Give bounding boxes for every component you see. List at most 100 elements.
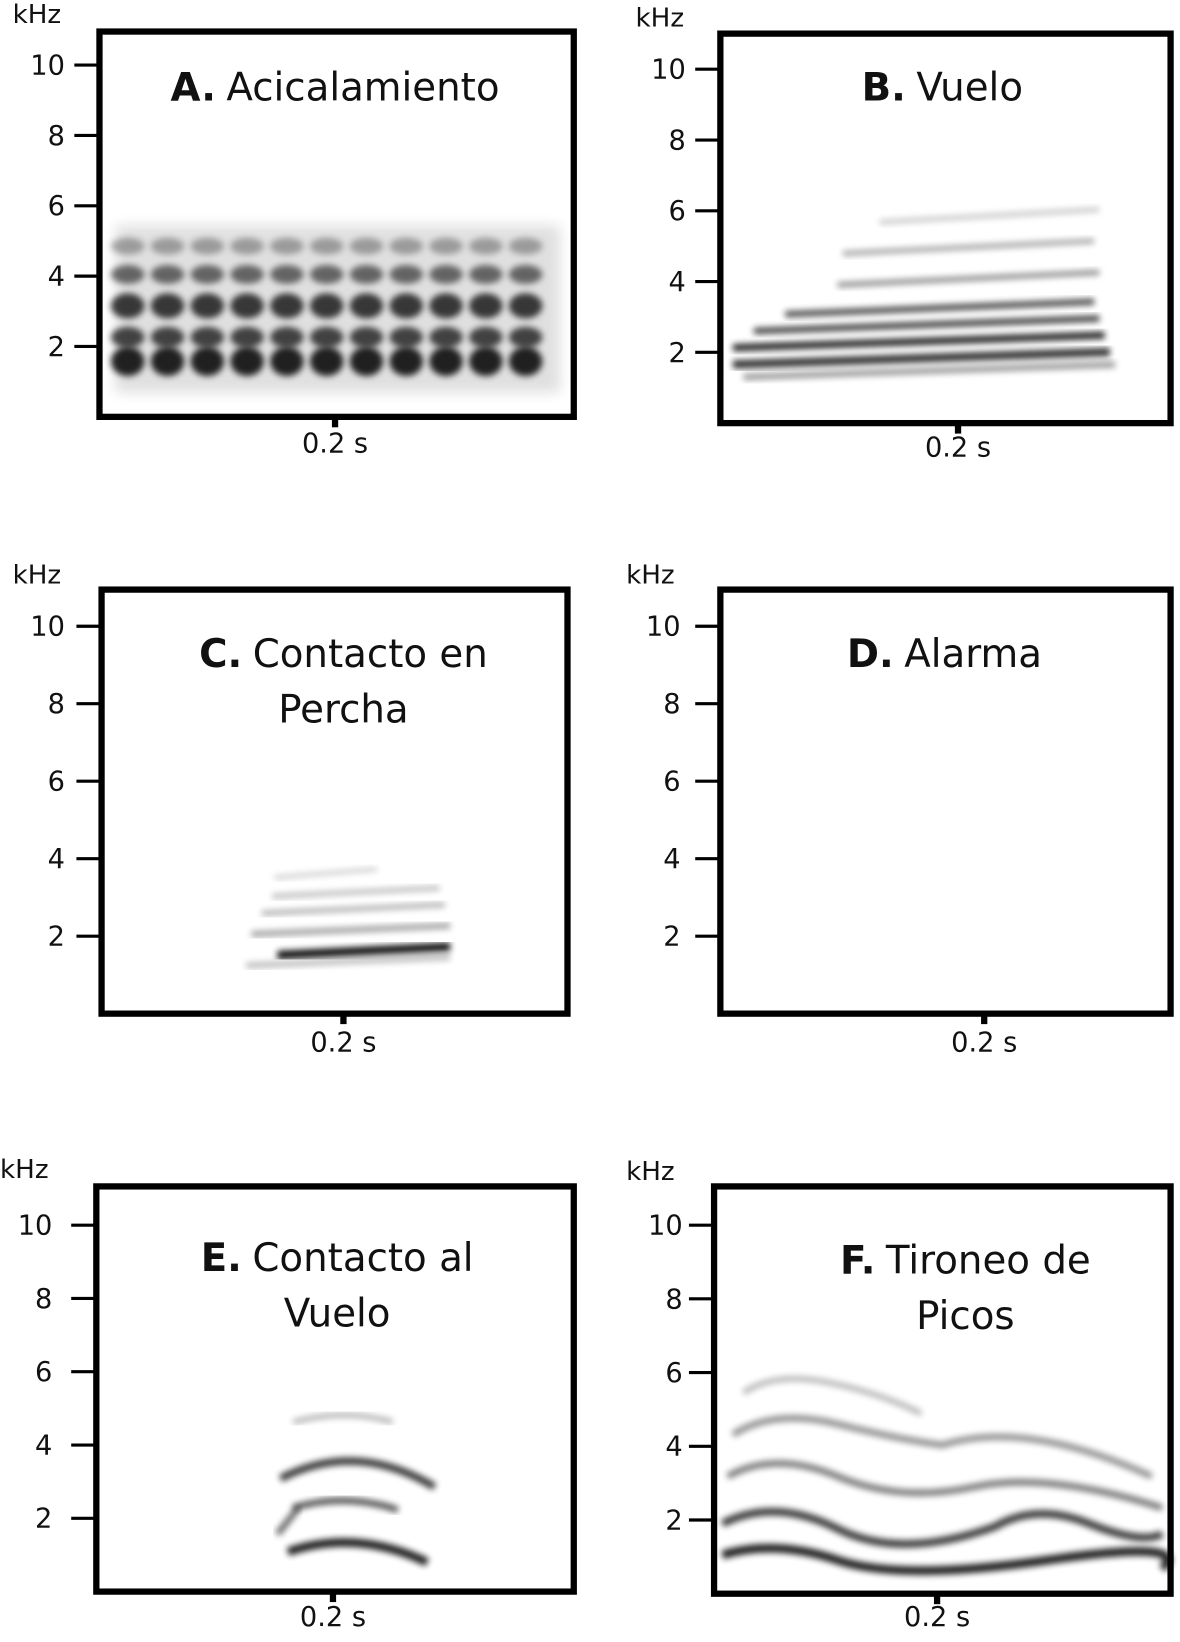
spectrogram-texture <box>743 361 1116 381</box>
spectrogram-panel: kHz 10 8 6 4 2 C. Contacto en Percha 0.2 s <box>13 560 571 1058</box>
y-tick-label: 6 <box>663 767 680 798</box>
spectrogram-panel: kHz 10 8 6 4 2 B. Vuelo 0.2 s <box>636 3 1174 464</box>
y-tick-label: 4 <box>665 1432 682 1463</box>
spectrogram-panel: kHz 10 8 6 4 2 A. Acicalamiento 0.2 s <box>13 0 577 459</box>
spectrogram-texture <box>272 885 440 900</box>
time-scale-label: 0.2 s <box>951 1027 1017 1058</box>
y-tick-label: 2 <box>668 338 685 369</box>
spectrogram-texture <box>274 867 378 880</box>
y-tick-label: 6 <box>48 767 65 798</box>
time-scale-label: 0.2 s <box>310 1027 376 1058</box>
y-tick-label: 6 <box>35 1357 52 1388</box>
scale-tick <box>954 425 962 434</box>
time-scale-label: 0.2 s <box>302 428 368 459</box>
spectrogram-texture <box>245 953 451 969</box>
y-tick-label: 4 <box>663 844 680 875</box>
panel-title: F. Tironeo de Picos <box>840 1238 1091 1338</box>
panel-title-line: Contacto al <box>252 1236 473 1281</box>
spectrogram-texture <box>732 331 1105 352</box>
y-tick-label: 6 <box>665 1358 682 1389</box>
panel-letter: E. <box>201 1236 242 1281</box>
time-scale-label: 0.2 s <box>925 433 991 464</box>
time-scale-label: 0.2 s <box>904 1602 970 1633</box>
y-tick-label: 10 <box>30 50 65 81</box>
panel-frame <box>98 586 571 1017</box>
y-tick-label: 2 <box>663 922 680 953</box>
spectrogram-texture <box>741 1376 923 1416</box>
y-tick-label: 10 <box>648 1211 683 1242</box>
spectrogram-texture <box>278 1457 437 1491</box>
spectrogram-texture <box>721 1544 1172 1575</box>
spectrogram-panel: kHz 10 8 6 4 2 D. Alarma 0.2 s <box>626 560 1174 1058</box>
scale-tick <box>933 1595 941 1605</box>
scale-tick <box>981 1015 988 1025</box>
spectrogram-texture <box>115 225 561 393</box>
panel-frame <box>93 1183 577 1595</box>
panel-title-line: Contacto en <box>253 632 488 677</box>
spectrogram-texture <box>726 1460 1164 1511</box>
y-tick-label: 10 <box>30 612 65 643</box>
y-tick-label: 8 <box>663 689 680 720</box>
panel-title-line: Vuelo <box>916 66 1023 111</box>
panel-letter: A. <box>171 66 216 111</box>
spectrogram-texture <box>732 347 1110 369</box>
y-tick-label: 8 <box>665 1284 682 1315</box>
spectrogram-panel: kHz 10 8 6 4 2 E. Contacto al Vuelo 0.2 s <box>0 1155 577 1633</box>
scale-tick <box>331 418 339 428</box>
panel-title: A. Acicalamiento <box>171 66 500 111</box>
y-tick-label: 10 <box>18 1211 53 1242</box>
spectrogram-texture <box>785 298 1095 318</box>
time-scale-label: 0.2 s <box>300 1602 366 1633</box>
spectrogram-texture <box>286 1538 429 1567</box>
panel-title-line: Tironeo de <box>885 1238 1091 1283</box>
panel-frame <box>96 28 577 420</box>
y-tick-label: 4 <box>35 1430 52 1461</box>
y-tick-label: 6 <box>48 191 65 222</box>
spectrogram-texture <box>842 238 1095 257</box>
panel-letter: F. <box>840 1238 875 1283</box>
panel-title: E. Contacto al Vuelo <box>201 1236 474 1336</box>
spectrogram-texture <box>731 1415 1154 1480</box>
panel-frame <box>717 586 1174 1017</box>
y-tick-label: 8 <box>668 125 685 156</box>
y-tick-label: 8 <box>35 1284 52 1315</box>
y-tick-label: 8 <box>48 121 65 152</box>
spectrogram-texture <box>879 206 1100 225</box>
spectrogram-texture <box>261 902 446 916</box>
y-tick-label: 10 <box>646 612 681 643</box>
spectrogram-panel: kHz 10 8 6 4 2 F. Tironeo de Picos 0.2 s <box>626 1157 1174 1633</box>
y-axis-unit: kHz <box>626 1157 675 1187</box>
panel-title-line: Acicalamiento <box>226 66 499 111</box>
panel-title: B. Vuelo <box>862 66 1023 111</box>
spectrogram-texture <box>720 1508 1164 1548</box>
spectrogram-texture <box>277 942 451 960</box>
y-tick-label: 4 <box>48 262 65 293</box>
panel-title-line: Picos <box>916 1294 1014 1339</box>
panel-title-line: Vuelo <box>284 1292 391 1337</box>
y-tick-label: 2 <box>665 1505 682 1536</box>
spectrogram-texture <box>275 1505 301 1536</box>
panel-frame <box>710 1183 1174 1597</box>
panel-title-line: Percha <box>278 688 408 733</box>
spectrogram-texture <box>292 1412 394 1425</box>
panel-frame <box>717 30 1174 427</box>
y-tick-label: 2 <box>48 332 65 363</box>
y-tick-label: 4 <box>668 267 685 298</box>
panel-letter: B. <box>862 66 906 111</box>
spectrogram-texture <box>292 1497 399 1513</box>
y-axis-unit: kHz <box>636 3 685 33</box>
y-tick-label: 2 <box>35 1504 52 1535</box>
y-tick-label: 4 <box>48 844 65 875</box>
scale-tick <box>329 1593 337 1603</box>
y-tick-label: 8 <box>48 689 65 720</box>
spectrogram-texture <box>753 315 1100 335</box>
y-axis-unit: kHz <box>13 560 62 590</box>
y-axis-unit: kHz <box>13 0 62 30</box>
spectrogram-texture <box>837 269 1100 288</box>
spectrogram-texture <box>251 922 451 938</box>
y-tick-label: 10 <box>651 55 686 86</box>
panel-letter: D. <box>847 632 894 677</box>
panel-title: C. Contacto en Percha <box>199 632 488 732</box>
